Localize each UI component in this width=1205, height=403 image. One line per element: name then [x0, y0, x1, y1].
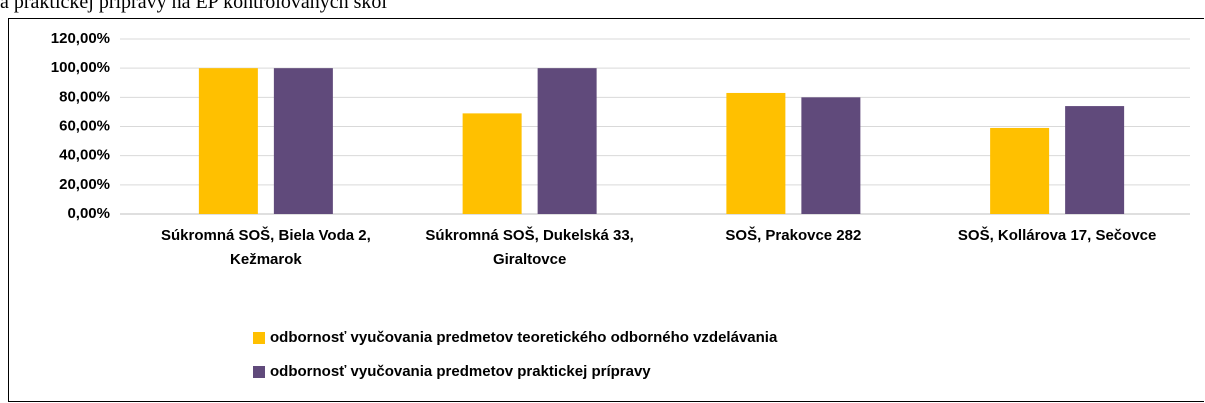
legend-label: odbornosť vyučovania predmetov prakticke…	[270, 363, 651, 380]
y-tick-label: 40,00%	[59, 147, 110, 164]
y-tick-label: 60,00%	[59, 117, 110, 134]
x-tick-label: SOŠ, Prakovce 282	[725, 227, 862, 244]
y-tick-label: 20,00%	[59, 176, 110, 193]
y-tick-label: 120,00%	[51, 30, 110, 47]
x-tick-label: Súkromná SOŠ, Dukelská 33, Giraltovce	[425, 227, 634, 268]
bar	[198, 68, 258, 215]
bar	[726, 92, 786, 214]
bar	[801, 97, 861, 214]
x-tick-label: SOŠ, Kollárova 17, Sečovce	[957, 227, 1157, 244]
bar	[537, 68, 597, 215]
y-tick-label: 100,00%	[51, 59, 110, 76]
bar	[990, 127, 1050, 214]
caption: a praktickej prípravy na EP kontrolovaný…	[0, 0, 387, 13]
y-tick-label: 80,00%	[59, 88, 110, 105]
legend-swatch	[253, 366, 265, 378]
bar	[1065, 106, 1125, 214]
bar	[273, 68, 333, 215]
bar	[462, 113, 522, 214]
legend-label: odbornosť vyučovania predmetov teoretick…	[270, 329, 778, 346]
legend-swatch	[253, 332, 265, 344]
x-tick-label: Súkromná SOŠ, Biela Voda 2, Kežmarok	[160, 227, 371, 268]
chart-frame	[8, 18, 1204, 402]
y-tick-label: 0,00%	[67, 205, 110, 222]
